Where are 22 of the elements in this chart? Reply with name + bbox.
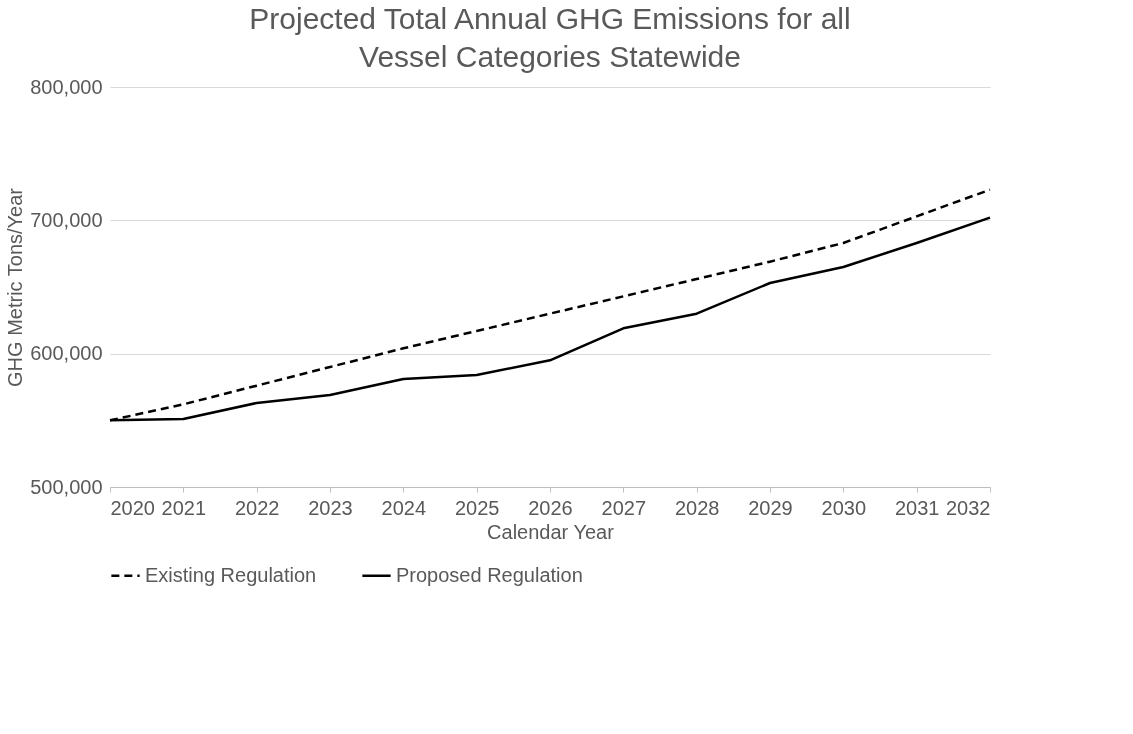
x-tick-label: 2032 (946, 496, 991, 519)
y-tick-label: 500,000 (30, 475, 103, 498)
legend-label: Existing Regulation (145, 563, 317, 586)
x-tick-label: 2022 (234, 496, 280, 519)
legend-label: Proposed Regulation (396, 563, 583, 586)
x-tick-label: 2029 (748, 496, 793, 519)
y-tick-label: 700,000 (30, 208, 103, 231)
chart-title: Projected Total Annual GHG Emissions for all Vessel Categories Statewide (249, 2, 851, 73)
x-tick-label: 2023 (308, 496, 353, 519)
x-tick-label: 2021 (161, 496, 207, 519)
y-tick-label: 800,000 (30, 75, 103, 98)
x-tick-label: 2030 (821, 496, 867, 519)
x-tick-label: 2020 (110, 496, 155, 519)
x-axis-title: Calendar Year (487, 520, 615, 543)
x-tick-label: 2027 (601, 496, 647, 519)
x-tick-label: 2028 (674, 496, 720, 519)
x-tick-label: 2024 (381, 496, 427, 519)
y-tick-label: 600,000 (30, 342, 103, 365)
x-tick-label: 2026 (528, 496, 573, 519)
x-tick-label: 2031 (894, 496, 940, 519)
y-axis-title: GHG Metric Tons/Year (4, 187, 27, 387)
x-tick-label: 2025 (454, 496, 500, 519)
